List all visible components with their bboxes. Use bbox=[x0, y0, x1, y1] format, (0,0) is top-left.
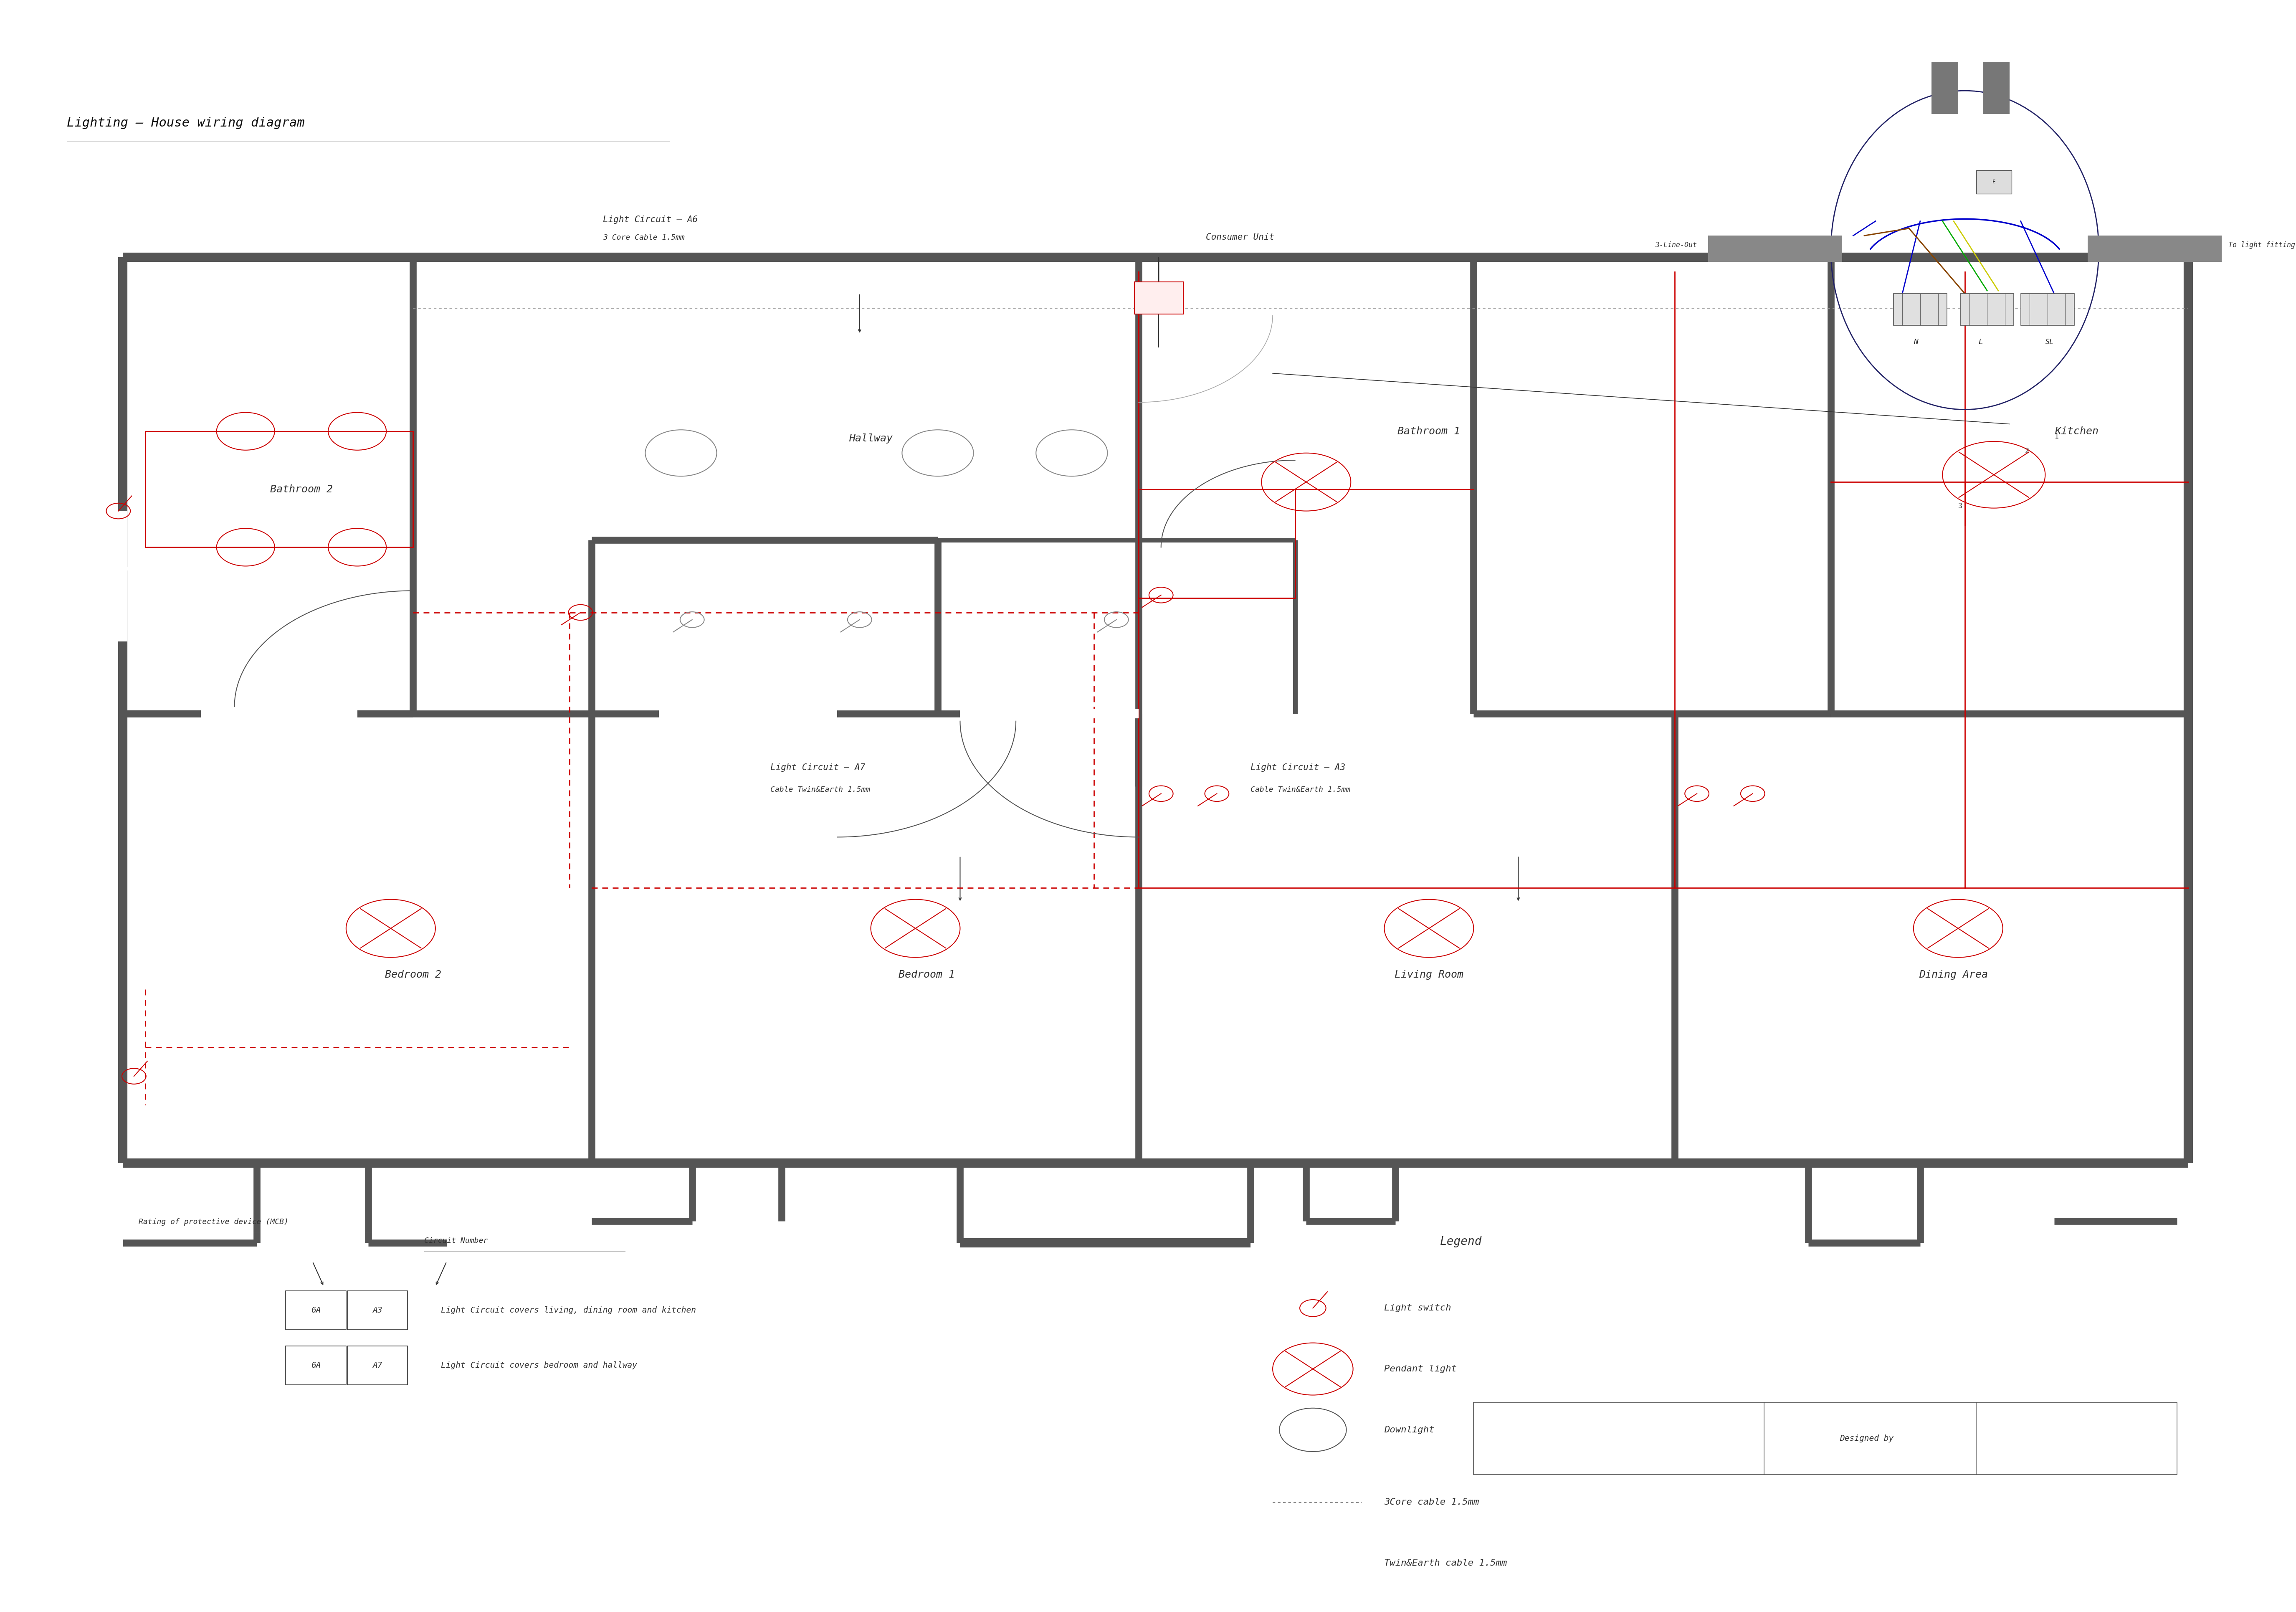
Text: A7: A7 bbox=[372, 1362, 381, 1369]
Text: Light switch: Light switch bbox=[1384, 1304, 1451, 1312]
Text: Designed by: Designed by bbox=[1839, 1435, 1894, 1443]
Text: Hallway: Hallway bbox=[850, 434, 893, 443]
Text: Cable Twin&Earth 1.5mm: Cable Twin&Earth 1.5mm bbox=[769, 787, 870, 793]
Text: Bedroom 2: Bedroom 2 bbox=[386, 970, 441, 980]
Bar bbox=[2087, 235, 2223, 261]
Bar bbox=[347, 1346, 406, 1385]
Bar bbox=[1894, 293, 1947, 326]
Bar bbox=[1961, 293, 2014, 326]
Text: 3 Core Cable 1.5mm: 3 Core Cable 1.5mm bbox=[604, 234, 684, 242]
Text: Pendant light: Pendant light bbox=[1384, 1365, 1458, 1373]
Bar bbox=[285, 1291, 347, 1330]
Bar bbox=[347, 1291, 406, 1330]
Text: L: L bbox=[1979, 339, 1984, 347]
Text: 1: 1 bbox=[2055, 432, 2057, 440]
Text: Dining Area: Dining Area bbox=[1919, 970, 1988, 980]
Text: Living Room: Living Room bbox=[1394, 970, 1463, 980]
Text: Light Circuit covers living, dining room and kitchen: Light Circuit covers living, dining room… bbox=[441, 1306, 696, 1314]
Text: Light Circuit – A7: Light Circuit – A7 bbox=[769, 764, 866, 772]
Text: Consumer Unit: Consumer Unit bbox=[1205, 234, 1274, 242]
Bar bbox=[1984, 18, 2009, 29]
Bar bbox=[1134, 282, 1182, 314]
Text: Twin&Earth cable 1.5mm: Twin&Earth cable 1.5mm bbox=[1384, 1559, 1506, 1567]
Text: 6A: 6A bbox=[310, 1306, 321, 1314]
Text: 3-Line-Out: 3-Line-Out bbox=[1655, 242, 1697, 248]
Text: Bathroom 1: Bathroom 1 bbox=[1398, 426, 1460, 437]
Text: Light Circuit covers bedroom and hallway: Light Circuit covers bedroom and hallway bbox=[441, 1362, 638, 1369]
Text: E: E bbox=[1993, 179, 1995, 185]
Bar bbox=[2020, 293, 2073, 326]
Text: SL: SL bbox=[2046, 339, 2055, 347]
Text: Light Circuit – A3: Light Circuit – A3 bbox=[1251, 764, 1345, 772]
Text: Downlight: Downlight bbox=[1384, 1425, 1435, 1435]
Text: N: N bbox=[1913, 339, 1917, 347]
Bar bbox=[1474, 1402, 2177, 1475]
Text: Light Circuit – A6: Light Circuit – A6 bbox=[604, 216, 698, 224]
Text: Kitchen: Kitchen bbox=[2055, 426, 2099, 437]
Bar bbox=[1931, 18, 1958, 114]
Bar bbox=[1931, 18, 1958, 29]
Text: Rating of protective device (MCB): Rating of protective device (MCB) bbox=[138, 1219, 289, 1225]
Text: Lighting — House wiring diagram: Lighting — House wiring diagram bbox=[67, 116, 305, 129]
Text: Circuit Number: Circuit Number bbox=[425, 1236, 487, 1244]
Text: 3Core cable 1.5mm: 3Core cable 1.5mm bbox=[1384, 1498, 1479, 1507]
Text: Bedroom 1: Bedroom 1 bbox=[898, 970, 955, 980]
Bar bbox=[1708, 235, 1841, 261]
Bar bbox=[285, 1346, 347, 1385]
Text: To light fitting: To light fitting bbox=[2229, 242, 2296, 248]
Text: Bathroom 2: Bathroom 2 bbox=[271, 484, 333, 495]
Bar bbox=[1984, 18, 2009, 114]
Bar bbox=[1977, 171, 2011, 193]
Text: 6A: 6A bbox=[310, 1362, 321, 1369]
Text: Legend: Legend bbox=[1440, 1236, 1483, 1248]
Text: A3: A3 bbox=[372, 1306, 381, 1314]
Text: Cable Twin&Earth 1.5mm: Cable Twin&Earth 1.5mm bbox=[1251, 787, 1350, 793]
Text: 2: 2 bbox=[2025, 447, 2030, 455]
Text: 3: 3 bbox=[1958, 503, 1963, 509]
